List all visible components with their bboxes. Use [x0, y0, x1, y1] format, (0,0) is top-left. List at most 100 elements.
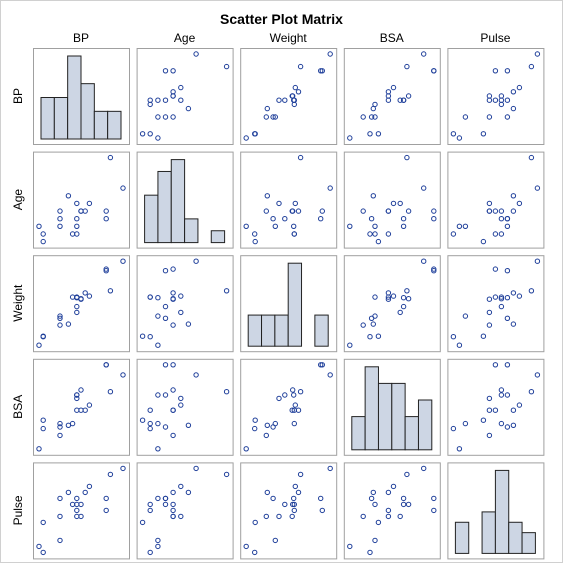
row-header-age: Age	[11, 189, 25, 211]
scatter-point	[318, 362, 324, 368]
scatter-point	[57, 424, 63, 430]
scatter-point	[193, 51, 199, 57]
scatter-point	[147, 549, 153, 556]
panel-bsa-vs-bsa	[343, 358, 441, 456]
panel-frame	[240, 358, 338, 456]
scatter-point	[107, 471, 114, 478]
scatter-point	[297, 154, 304, 161]
scatter-point	[74, 507, 80, 514]
scatter-point	[170, 362, 176, 368]
panel-bsa-vs-weight	[240, 358, 338, 456]
scatter-point	[390, 293, 397, 299]
scatter-point	[252, 519, 258, 526]
histogram-bar	[364, 366, 379, 451]
scatter-point	[504, 97, 511, 103]
scatter-point	[147, 407, 153, 413]
scatter-point	[36, 223, 42, 230]
scatter-point	[193, 258, 199, 264]
scatter-point	[223, 389, 230, 395]
scatter-point	[74, 216, 80, 222]
scatter-point	[510, 407, 517, 413]
scatter-point	[57, 315, 63, 321]
scatter-point	[74, 309, 80, 316]
scatter-point	[486, 296, 493, 302]
scatter-point	[397, 97, 403, 103]
histogram-bar	[210, 230, 226, 244]
scatter-point	[155, 114, 161, 120]
scatter-point	[360, 114, 366, 120]
scatter-point	[385, 97, 392, 103]
scatter-point	[385, 507, 392, 514]
scatter-point	[57, 432, 63, 439]
scatter-point	[385, 489, 392, 496]
panel-frame	[136, 48, 234, 145]
scatter-point	[243, 543, 249, 550]
histogram-bar	[287, 262, 303, 347]
row-header-bp: BP	[11, 88, 25, 104]
scatter-point	[57, 513, 63, 520]
scatter-point	[372, 501, 378, 508]
scatter-point	[504, 392, 511, 398]
scatter-point	[270, 216, 276, 222]
panel-pulse-vs-age	[136, 462, 234, 560]
panel-frame	[447, 358, 545, 456]
panel-frame	[343, 462, 441, 560]
scatter-point	[40, 334, 46, 340]
scatter-point	[147, 101, 153, 108]
scatter-point	[295, 208, 302, 214]
panel-bsa-vs-bp	[33, 358, 130, 456]
histogram-bar	[404, 416, 419, 451]
scatter-point	[65, 321, 72, 327]
scatter-point	[534, 185, 541, 191]
scatter-point	[264, 489, 270, 496]
scatter-point	[78, 387, 84, 393]
scatter-point	[170, 507, 176, 514]
scatter-point	[510, 89, 517, 95]
scatter-point	[162, 303, 169, 310]
scatter-point	[147, 420, 153, 427]
scatter-point	[155, 420, 161, 427]
histogram-bar	[184, 218, 199, 244]
scatter-point	[504, 268, 511, 274]
scatter-point	[372, 223, 378, 230]
row-header-pulse: Pulse	[11, 495, 25, 525]
scatter-point	[319, 68, 325, 74]
scatter-point	[74, 392, 80, 398]
histogram-bar	[80, 83, 95, 140]
scatter-point	[289, 407, 295, 413]
scatter-point	[162, 68, 169, 74]
scatter-point	[252, 425, 258, 432]
scatter-point	[155, 446, 161, 452]
scatter-point	[185, 422, 192, 428]
scatter-point	[480, 333, 487, 339]
scatter-point	[139, 333, 146, 339]
scatter-point	[456, 223, 463, 230]
scatter-point	[57, 495, 63, 502]
scatter-point	[170, 387, 176, 393]
panel-weight-vs-bp	[33, 255, 130, 353]
panel-frame	[33, 255, 130, 353]
scatter-point	[252, 238, 258, 245]
scatter-point	[504, 362, 511, 368]
scatter-point	[498, 387, 505, 393]
scatter-point	[397, 200, 403, 207]
scatter-point	[155, 135, 161, 141]
scatter-point	[510, 193, 517, 199]
scatter-point	[291, 507, 297, 514]
histogram-bar	[351, 416, 366, 451]
scatter-point	[367, 334, 373, 340]
scatter-point	[450, 231, 457, 237]
scatter-point	[170, 513, 176, 520]
histogram-bar	[53, 97, 69, 140]
scatter-point	[178, 97, 184, 103]
column-header-age: Age	[174, 31, 196, 45]
scatter-point	[480, 417, 487, 423]
scatter-point	[385, 208, 392, 214]
scatter-point	[178, 84, 184, 91]
scatter-point	[450, 334, 457, 340]
scatter-point	[347, 543, 353, 550]
scatter-point	[170, 114, 176, 120]
scatter-point	[504, 315, 511, 321]
panel-weight-vs-bsa	[343, 255, 441, 353]
scatter-point	[400, 303, 407, 310]
